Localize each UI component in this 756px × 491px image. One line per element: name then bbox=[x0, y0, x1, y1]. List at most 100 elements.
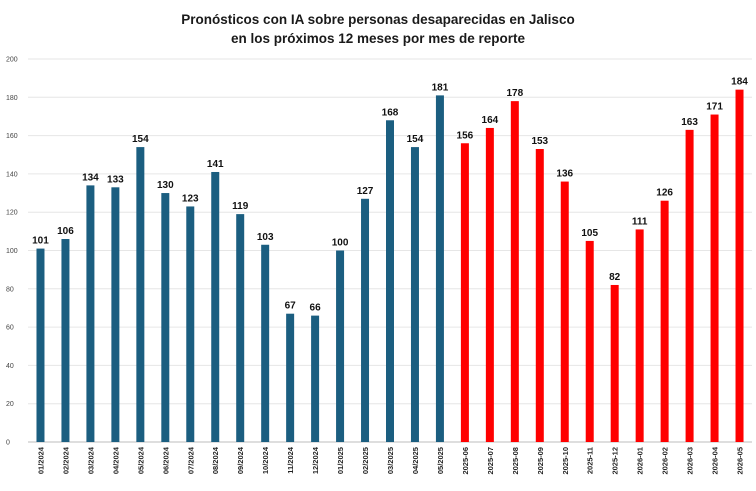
y-tick-label: 80 bbox=[6, 286, 14, 293]
y-tick-label: 100 bbox=[6, 248, 18, 255]
y-tick-label: 120 bbox=[6, 210, 18, 217]
x-tick-label: 03/2024 bbox=[86, 446, 95, 474]
bar bbox=[311, 315, 320, 442]
bar bbox=[161, 193, 170, 442]
data-label: 133 bbox=[107, 174, 124, 185]
data-label: 164 bbox=[482, 115, 499, 126]
bar bbox=[286, 313, 295, 442]
x-tick-label: 02/2024 bbox=[61, 446, 70, 474]
data-label: 181 bbox=[432, 82, 449, 93]
x-tick-label: 05/2025 bbox=[436, 447, 445, 474]
y-tick-label: 140 bbox=[6, 171, 18, 178]
data-label: 136 bbox=[556, 169, 573, 180]
y-tick-label: 160 bbox=[6, 133, 18, 140]
x-tick-label: 07/2024 bbox=[186, 446, 195, 474]
bar bbox=[535, 149, 544, 442]
x-tick-label: 2026-05 bbox=[736, 447, 745, 475]
data-label: 134 bbox=[82, 172, 99, 183]
x-tick-label: 01/2024 bbox=[36, 446, 45, 474]
x-tick-label: 2026-02 bbox=[661, 447, 670, 475]
x-tick-label: 2025-11 bbox=[586, 447, 595, 474]
data-label: 168 bbox=[382, 107, 399, 118]
x-tick-label: 2025-06 bbox=[461, 447, 470, 475]
bar bbox=[111, 187, 120, 442]
x-tick-label: 05/2024 bbox=[136, 446, 145, 474]
bar bbox=[635, 229, 644, 442]
bar bbox=[211, 171, 220, 443]
x-tick-label: 2026-01 bbox=[636, 447, 645, 475]
chart-title: Pronósticos con IA sobre personas desapa… bbox=[0, 10, 756, 48]
bar bbox=[236, 214, 245, 442]
x-tick-label: 2025-07 bbox=[486, 447, 495, 475]
x-tick-label: 06/2024 bbox=[161, 446, 170, 474]
bar bbox=[61, 239, 70, 442]
y-tick-label: 0 bbox=[6, 440, 10, 447]
data-label: 154 bbox=[132, 134, 149, 145]
x-tick-label: 10/2024 bbox=[261, 446, 270, 474]
y-tick-label: 200 bbox=[6, 57, 18, 64]
bar bbox=[136, 147, 145, 442]
bar bbox=[336, 250, 345, 442]
bar bbox=[560, 181, 569, 442]
x-tick-label: 02/2025 bbox=[361, 447, 370, 474]
data-label: 126 bbox=[656, 188, 673, 199]
x-tick-label: 09/2024 bbox=[236, 446, 245, 474]
x-axis-ticks: 01/2024 02/2024 03/2024 04/2024 05/2024 06/20… bbox=[36, 446, 744, 474]
x-tick-label: 01/2025 bbox=[336, 447, 345, 474]
x-tick-label: 04/2025 bbox=[411, 447, 420, 474]
data-label: 130 bbox=[157, 180, 174, 191]
y-tick-label: 20 bbox=[6, 401, 14, 408]
data-label: 178 bbox=[506, 88, 523, 99]
bar bbox=[86, 185, 95, 442]
bar bbox=[386, 120, 394, 442]
bar bbox=[610, 284, 619, 442]
x-tick-label: 2025-09 bbox=[536, 447, 545, 475]
bar bbox=[660, 200, 669, 442]
bar bbox=[460, 143, 469, 442]
x-tick-label: 04/2024 bbox=[111, 446, 120, 474]
bar bbox=[261, 244, 270, 442]
y-tick-label: 40 bbox=[6, 363, 14, 370]
data-label: 100 bbox=[332, 238, 349, 249]
bar bbox=[710, 114, 719, 442]
data-label: 184 bbox=[731, 77, 748, 88]
x-tick-label: 2025-08 bbox=[511, 447, 520, 475]
data-label: 119 bbox=[232, 201, 249, 212]
data-label: 127 bbox=[357, 186, 374, 197]
x-tick-label: 11/2024 bbox=[286, 446, 295, 474]
bar bbox=[735, 89, 744, 442]
y-axis-ticks: 0 20 40 60 80 100 120 140 160 180 200 bbox=[6, 57, 18, 447]
data-label: 163 bbox=[681, 117, 698, 128]
data-label: 154 bbox=[407, 134, 424, 145]
data-label: 82 bbox=[609, 272, 621, 283]
data-label: 156 bbox=[457, 130, 474, 141]
bar bbox=[186, 206, 195, 442]
x-tick-label: 08/2024 bbox=[211, 446, 220, 474]
data-label: 171 bbox=[706, 102, 723, 113]
chart-title-line1: Pronósticos con IA sobre personas desapa… bbox=[181, 12, 575, 27]
x-tick-label: 2025-10 bbox=[561, 447, 570, 475]
data-label: 111 bbox=[632, 216, 648, 227]
bars bbox=[36, 89, 744, 443]
x-tick-label: 2026-03 bbox=[686, 447, 695, 475]
grid-lines bbox=[28, 58, 752, 443]
bar bbox=[435, 95, 444, 442]
data-label: 67 bbox=[285, 301, 297, 312]
y-tick-label: 60 bbox=[6, 325, 14, 332]
data-label: 103 bbox=[257, 232, 274, 243]
data-label: 153 bbox=[531, 136, 548, 147]
data-label: 141 bbox=[207, 159, 224, 170]
x-tick-label: 12/2024 bbox=[311, 446, 320, 474]
y-tick-label: 180 bbox=[6, 95, 18, 102]
bar bbox=[510, 101, 519, 442]
x-tick-label: 03/2025 bbox=[386, 447, 395, 474]
data-labels: 101 106 134 133 154 130 123 141 119 103 67 66 100 127… bbox=[32, 77, 748, 314]
bar bbox=[485, 127, 494, 442]
data-label: 101 bbox=[32, 236, 49, 247]
chart-title-line2: en los próximos 12 meses por mes de repo… bbox=[230, 31, 526, 46]
data-label: 123 bbox=[182, 193, 199, 204]
data-label: 106 bbox=[57, 226, 74, 237]
x-tick-label: 2026-04 bbox=[711, 446, 720, 474]
bar bbox=[410, 147, 419, 442]
